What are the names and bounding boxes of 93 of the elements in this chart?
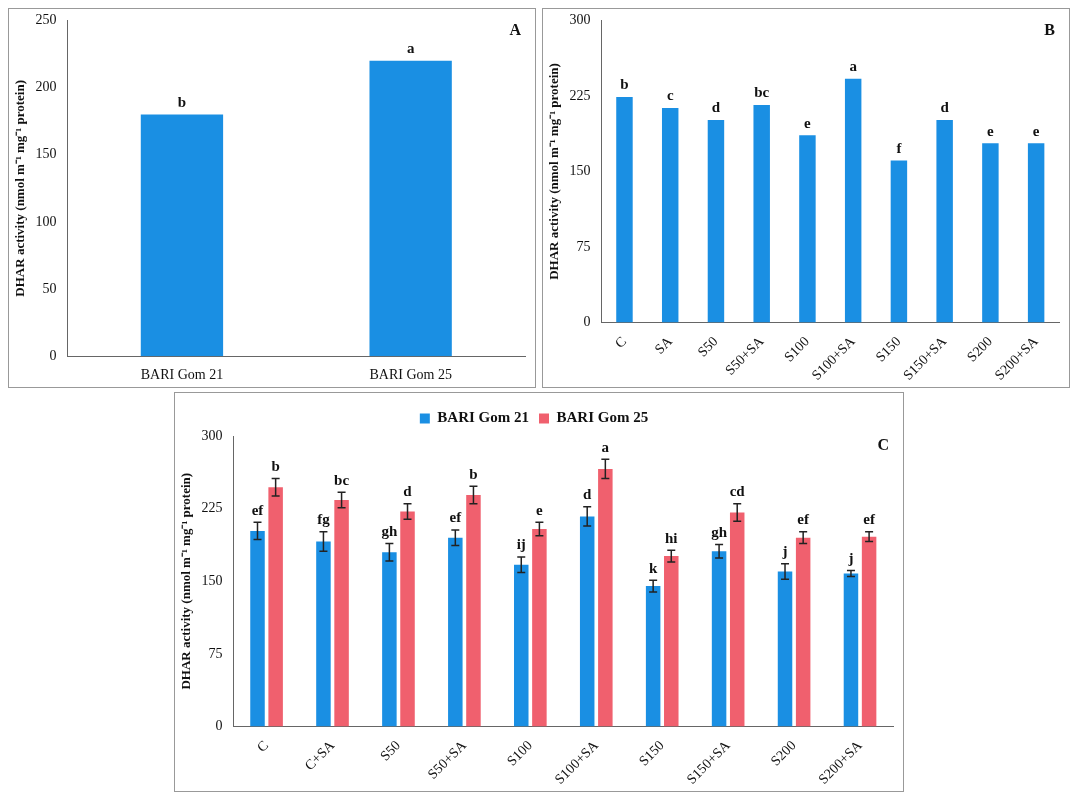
x-tick-label: BARI Gom 25: [369, 367, 452, 383]
y-axis-title: DHAR activity (nmol m⁻¹ mg⁻¹ protein): [178, 472, 194, 690]
data-label: e: [804, 114, 812, 131]
bar: [795, 537, 811, 727]
bar: [664, 556, 679, 727]
y-tick-label: 200: [35, 79, 57, 95]
y-tick-label: 300: [201, 427, 223, 443]
bar: [466, 495, 481, 727]
bar: [448, 537, 463, 727]
data-label: k: [648, 559, 658, 576]
legend-label: BARI Gom 21: [437, 409, 529, 426]
data-label: e: [1032, 122, 1040, 139]
x-tick-label: BARI Gom 21: [140, 367, 224, 383]
bar: [753, 105, 770, 323]
data-label: b: [469, 465, 478, 482]
x-tick-label: S50: [377, 737, 404, 764]
data-label: e: [536, 501, 544, 518]
y-tick-label: 0: [215, 718, 223, 734]
data-label: d: [583, 486, 593, 503]
bar: [777, 571, 793, 727]
x-tick-label: S50: [694, 333, 721, 360]
data-label: ef: [449, 509, 463, 526]
data-label: b: [620, 76, 629, 93]
x-tick-label: SA: [651, 332, 676, 357]
data-label: fg: [317, 511, 331, 528]
data-label: f: [896, 139, 903, 156]
y-tick-label: 50: [42, 280, 57, 296]
bar: [982, 143, 999, 323]
bar: [532, 528, 547, 727]
y-tick-label: 225: [569, 87, 591, 103]
bar: [334, 499, 349, 727]
y-tick-label: 150: [35, 146, 57, 162]
y-tick-label: 75: [208, 645, 223, 661]
data-label: cd: [729, 483, 746, 500]
y-tick-label: 100: [35, 213, 57, 229]
y-tick-label: 250: [35, 12, 57, 28]
data-label: j: [781, 543, 788, 560]
bar: [861, 536, 877, 727]
bar: [661, 108, 679, 323]
y-tick-label: 75: [576, 238, 591, 254]
bar: [707, 120, 725, 323]
data-label: d: [711, 99, 721, 116]
bar: [616, 96, 633, 323]
data-label: gh: [381, 522, 398, 539]
data-label: ef: [797, 511, 810, 528]
data-label: e: [987, 122, 995, 139]
data-label: j: [847, 549, 854, 566]
annotation: A: [509, 20, 522, 38]
data-label: ij: [516, 536, 526, 553]
data-label: ef: [863, 511, 876, 528]
bar: [316, 541, 331, 727]
bar: [936, 120, 953, 323]
data-label: a: [406, 40, 415, 57]
data-label: b: [271, 457, 280, 474]
data-label: ef: [251, 501, 265, 518]
data-label: bc: [334, 471, 350, 488]
data-label: hi: [665, 529, 678, 546]
data-label: gh: [711, 523, 728, 540]
y-axis-title: DHAR activity (nmol m⁻¹ mg⁻¹ protein): [12, 79, 28, 297]
bar: [382, 552, 397, 727]
bar: [268, 487, 283, 727]
data-label: bc: [754, 84, 770, 101]
bar: [400, 511, 415, 727]
bar: [1027, 143, 1045, 323]
annotation: B: [1044, 20, 1056, 38]
bar: [645, 586, 661, 727]
data-label: d: [403, 483, 413, 500]
bar: [844, 78, 862, 323]
bar: [711, 551, 727, 727]
data-label: a: [601, 438, 610, 455]
x-tick-label: C: [611, 333, 630, 351]
y-tick-label: 0: [49, 347, 57, 363]
y-axis-title: DHAR activity (nmol m⁻¹ mg⁻¹ protein): [546, 63, 562, 280]
y-tick-label: 0: [583, 314, 591, 330]
annotation: C: [877, 436, 889, 454]
bar: [579, 516, 595, 727]
bar: [514, 564, 529, 727]
y-tick-label: 300: [569, 12, 591, 28]
data-label: b: [177, 93, 187, 110]
data-label: a: [849, 58, 858, 75]
bar: [890, 160, 908, 323]
y-tick-label: 150: [201, 572, 223, 588]
bar: [250, 530, 265, 727]
bar: [843, 573, 859, 727]
legend-label: BARI Gom 25: [556, 409, 649, 426]
bar: [598, 468, 613, 727]
bar: [729, 512, 745, 727]
data-label: d: [940, 99, 950, 116]
x-tick-label: C: [254, 737, 272, 755]
y-tick-label: 150: [569, 163, 591, 179]
data-label: c: [666, 87, 674, 104]
y-tick-label: 225: [201, 500, 223, 516]
bar: [799, 135, 816, 323]
